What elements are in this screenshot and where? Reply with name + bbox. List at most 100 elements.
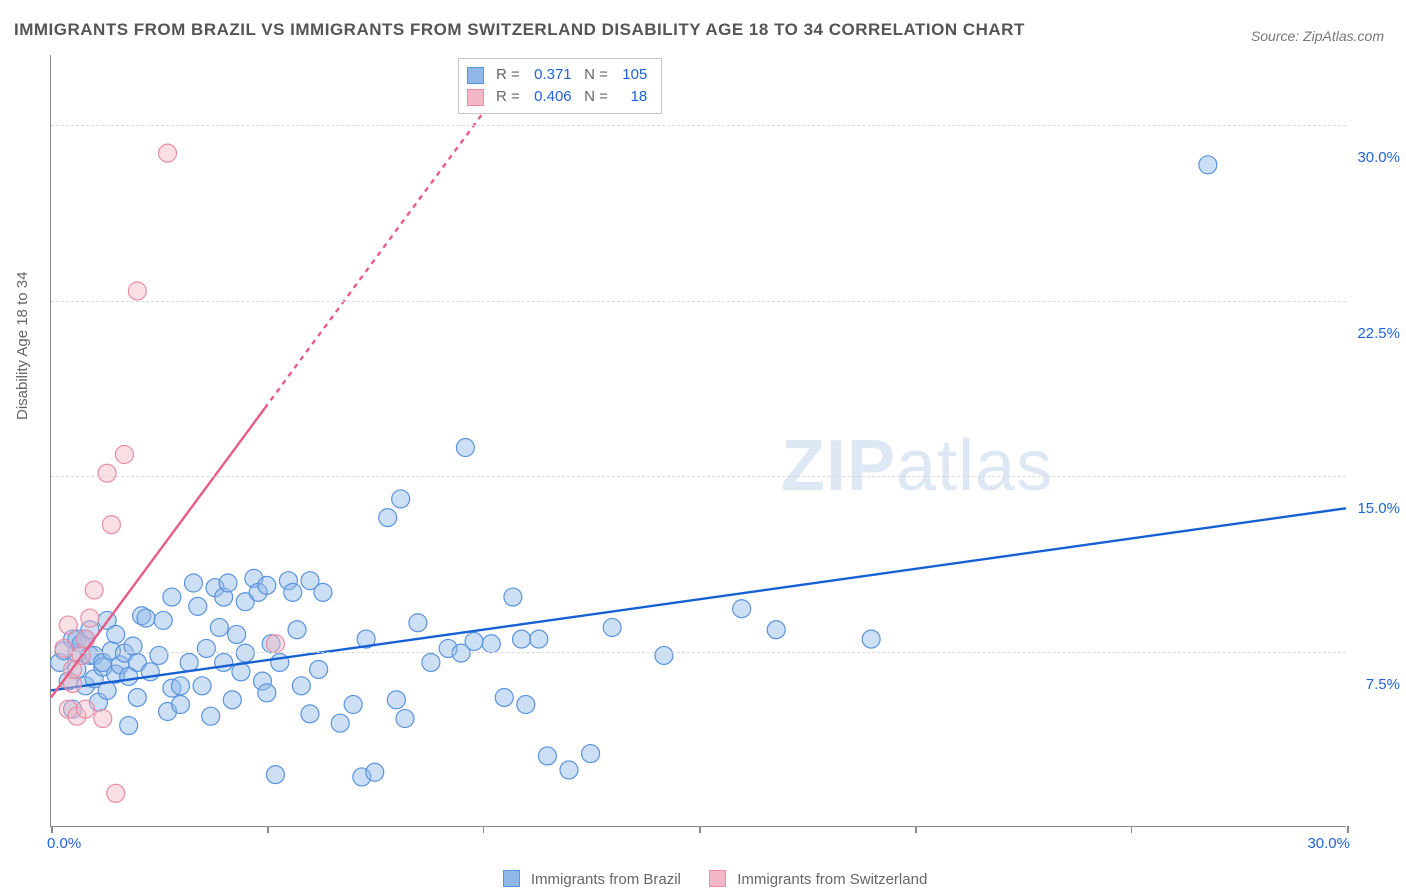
legend-n-value-brazil: 105: [622, 64, 647, 86]
data-point: [1199, 156, 1217, 174]
data-point: [862, 630, 880, 648]
data-point: [258, 684, 276, 702]
data-point: [465, 632, 483, 650]
chart-container: IMMIGRANTS FROM BRAZIL VS IMMIGRANTS FRO…: [0, 0, 1406, 892]
data-point: [538, 747, 556, 765]
data-point: [504, 588, 522, 606]
data-point: [767, 621, 785, 639]
data-point: [513, 630, 531, 648]
data-point: [59, 616, 77, 634]
data-point: [163, 588, 181, 606]
data-point: [202, 707, 220, 725]
data-point: [128, 689, 146, 707]
y-axis-label: Disability Age 18 to 34: [14, 272, 31, 420]
legend-r-label2: R =: [496, 86, 528, 108]
data-point: [530, 630, 548, 648]
data-point: [495, 689, 513, 707]
y-tick-label: 22.5%: [1350, 325, 1400, 342]
data-point: [184, 574, 202, 592]
y-tick-label: 30.0%: [1350, 149, 1400, 166]
data-point: [379, 509, 397, 527]
data-point: [266, 635, 284, 653]
data-point: [392, 490, 410, 508]
data-point: [733, 600, 751, 618]
data-point: [219, 574, 237, 592]
data-point: [81, 609, 99, 627]
data-point: [560, 761, 578, 779]
data-point: [77, 700, 95, 718]
legend-label-switzerland: Immigrants from Switzerland: [737, 871, 927, 888]
grid-line: [51, 125, 1346, 126]
legend-swatch-switzerland: [467, 89, 484, 106]
data-point: [271, 653, 289, 671]
legend-swatch-brazil: [467, 67, 484, 84]
legend-r-value-switzerland: 0.406: [534, 86, 572, 108]
data-point: [102, 516, 120, 534]
data-point: [387, 691, 405, 709]
legend-row-brazil: R = 0.371 N = 105: [467, 64, 647, 86]
source-label: Source: ZipAtlas.com: [1251, 28, 1384, 44]
legend-n-value-switzerland: 18: [631, 86, 648, 108]
chart-title: IMMIGRANTS FROM BRAZIL VS IMMIGRANTS FRO…: [14, 20, 1025, 40]
data-point: [223, 691, 241, 709]
x-tick-min: 0.0%: [47, 835, 81, 852]
data-point: [236, 644, 254, 662]
x-tickmarks: [51, 826, 1346, 833]
grid-line: [51, 652, 1346, 653]
data-point: [215, 653, 233, 671]
data-point: [55, 639, 73, 657]
data-point: [115, 446, 133, 464]
plot-area: ZIPatlas 0.0% 30.0% 7.5%15.0%22.5%30.0%: [50, 55, 1346, 827]
data-point: [422, 653, 440, 671]
data-point: [396, 710, 414, 728]
data-point: [284, 583, 302, 601]
legend-square-switzerland: [709, 870, 726, 887]
grid-line: [51, 476, 1346, 477]
data-point: [482, 635, 500, 653]
data-point: [180, 653, 198, 671]
data-point: [150, 646, 168, 664]
data-point: [159, 144, 177, 162]
y-tick-label: 15.0%: [1350, 500, 1400, 517]
data-point: [258, 576, 276, 594]
data-point: [98, 464, 116, 482]
legend-square-brazil: [503, 870, 520, 887]
grid-line: [51, 301, 1346, 302]
data-point: [314, 583, 332, 601]
data-point: [77, 630, 95, 648]
data-point: [172, 677, 190, 695]
data-point: [85, 581, 103, 599]
data-point: [456, 439, 474, 457]
legend-row-switzerland: R = 0.406 N = 18: [467, 86, 647, 108]
legend-r-label: R =: [496, 64, 528, 86]
data-point: [292, 677, 310, 695]
data-point: [310, 660, 328, 678]
series-legend: Immigrants from Brazil Immigrants from S…: [0, 870, 1406, 888]
data-point: [301, 705, 319, 723]
data-point: [366, 763, 384, 781]
x-tick-max: 30.0%: [1307, 835, 1350, 852]
data-point: [331, 714, 349, 732]
data-point: [189, 597, 207, 615]
legend-n-label2: N =: [572, 86, 625, 108]
data-point: [344, 696, 362, 714]
legend-label-brazil: Immigrants from Brazil: [531, 871, 681, 888]
data-point: [193, 677, 211, 695]
data-point: [228, 625, 246, 643]
data-point: [655, 646, 673, 664]
data-point: [517, 696, 535, 714]
data-point: [288, 621, 306, 639]
data-point: [409, 614, 427, 632]
data-point: [120, 717, 138, 735]
legend-n-label: N =: [572, 64, 617, 86]
data-point: [210, 618, 228, 636]
data-point: [128, 282, 146, 300]
data-point: [94, 710, 112, 728]
scatter-svg: [51, 55, 1346, 826]
data-point: [137, 609, 155, 627]
data-point: [154, 611, 172, 629]
data-point: [107, 784, 125, 802]
data-point: [172, 696, 190, 714]
data-point: [603, 618, 621, 636]
data-point: [107, 625, 125, 643]
